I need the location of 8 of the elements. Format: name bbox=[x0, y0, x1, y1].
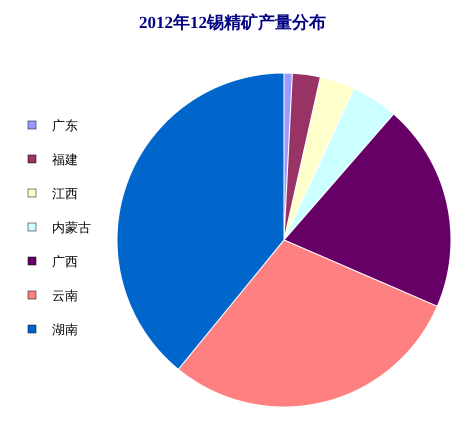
legend-label: 湖南 bbox=[52, 323, 78, 338]
legend-label: 福建 bbox=[52, 153, 78, 168]
legend-label: 江西 bbox=[52, 187, 78, 202]
chart-title: 2012年12锡精矿产量分布 bbox=[139, 13, 326, 32]
legend-label: 内蒙古 bbox=[52, 221, 91, 236]
legend-label: 广东 bbox=[52, 119, 78, 134]
legend-label: 广西 bbox=[52, 255, 78, 270]
legend-label: 云南 bbox=[52, 289, 78, 304]
